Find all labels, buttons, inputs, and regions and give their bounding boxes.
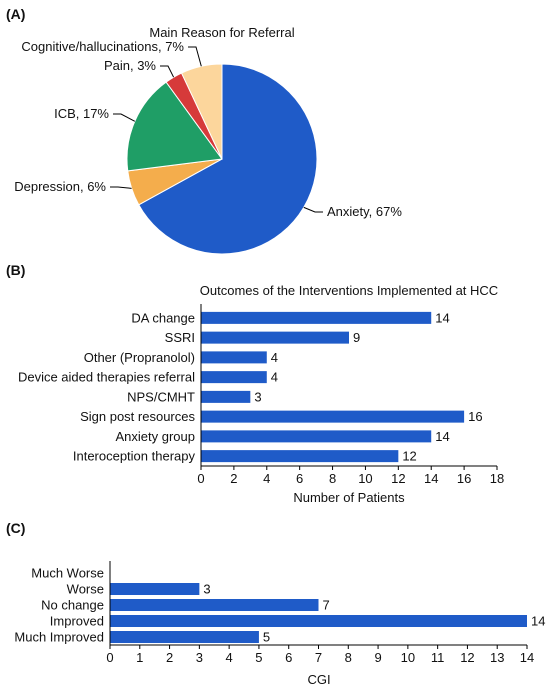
value-label: 9 (353, 330, 360, 345)
pie-slice-anxiety (138, 63, 318, 255)
bar-much-improved (110, 631, 259, 643)
bar-nps-cmht (201, 390, 251, 403)
category-label: No change (41, 598, 104, 613)
category-label: Much Improved (14, 630, 104, 645)
pie-leader-line (110, 186, 132, 189)
x-tick-label: 2 (230, 471, 237, 486)
x-tick-label: 8 (329, 471, 336, 486)
category-label: Improved (50, 614, 104, 629)
x-tick-label: 14 (520, 650, 534, 665)
value-label: 16 (468, 409, 482, 424)
x-tick-label: 1 (136, 650, 143, 665)
bar-other-propranolol (201, 351, 267, 364)
x-tick-label: 14 (424, 471, 438, 486)
value-label: 5 (263, 630, 270, 645)
pie-label-pain: Pain, 3% (104, 58, 156, 73)
category-label: Sign post resources (80, 409, 195, 424)
category-label: DA change (131, 310, 195, 325)
bar-improved (110, 615, 527, 627)
category-label: Other (Propranolol) (84, 350, 195, 365)
value-label: 4 (271, 350, 278, 365)
value-label: 12 (402, 449, 416, 464)
value-label: 4 (271, 370, 278, 385)
category-label: Device aided therapies referral (18, 370, 195, 385)
category-label: Anxiety group (116, 429, 196, 444)
x-tick-label: 4 (226, 650, 233, 665)
bar-worse (110, 583, 200, 595)
interventions-bar-chart: Outcomes of the Interventions Implemente… (18, 283, 504, 505)
x-tick-label: 18 (490, 471, 504, 486)
x-tick-label: 3 (196, 650, 203, 665)
value-label: 14 (435, 310, 449, 325)
x-tick-label: 16 (457, 471, 471, 486)
pie-leader-line (113, 113, 136, 122)
referral-pie-chart: Main Reason for Referral Anxiety, 67% Dep… (14, 25, 402, 255)
panel-c-label: (C) (6, 520, 26, 536)
pie-leader-line (188, 46, 202, 67)
bar-anxiety-group (201, 430, 432, 443)
pie-label-depression: Depression, 6% (14, 179, 106, 194)
pie-leader-line (303, 206, 323, 213)
x-tick-label: 10 (401, 650, 415, 665)
bar-sign-post-resources (201, 410, 465, 423)
x-tick-label: 13 (490, 650, 504, 665)
value-label: 3 (254, 389, 261, 404)
bar-chart-b-xlabel: Number of Patients (293, 490, 405, 505)
pie-chart-title: Main Reason for Referral (149, 25, 294, 40)
x-tick-label: 11 (431, 650, 445, 665)
panel-b-label: (B) (6, 262, 26, 278)
x-tick-label: 9 (374, 650, 381, 665)
x-tick-label: 0 (106, 650, 113, 665)
bar-ssri (201, 331, 349, 344)
pie-label-anxiety: Anxiety, 67% (327, 204, 402, 219)
x-tick-label: 10 (358, 471, 372, 486)
bar-no-change (110, 599, 319, 611)
x-tick-label: 6 (285, 650, 292, 665)
x-tick-label: 7 (315, 650, 322, 665)
pie-label-icb: ICB, 17% (54, 106, 109, 121)
x-tick-label: 2 (166, 650, 173, 665)
value-label: 3 (203, 582, 210, 597)
x-tick-label: 6 (296, 471, 303, 486)
bar-interoception-therapy (201, 450, 399, 463)
value-label: 14 (435, 429, 449, 444)
x-tick-label: 4 (263, 471, 270, 486)
x-tick-label: 8 (345, 650, 352, 665)
x-tick-label: 12 (460, 650, 474, 665)
category-label: SSRI (165, 330, 195, 345)
category-label: Worse (67, 582, 104, 597)
x-tick-label: 5 (255, 650, 262, 665)
bar-da-change (201, 311, 432, 324)
x-tick-label: 12 (391, 471, 405, 486)
category-label: NPS/CMHT (127, 389, 195, 404)
pie-leader-line (160, 65, 175, 78)
bar-device-aided-therapies-referral (201, 371, 267, 384)
value-label: 14 (531, 614, 545, 629)
pie-label-cognitive-hallucinations: Cognitive/hallucinations, 7% (21, 39, 184, 54)
pie-slice-icb (126, 81, 223, 172)
category-label: Much Worse (31, 566, 104, 581)
category-label: Interoception therapy (73, 449, 196, 464)
x-tick-label: 0 (197, 471, 204, 486)
bar-chart-c-xlabel: CGI (307, 672, 330, 687)
bar-chart-b-title: Outcomes of the Interventions Implemente… (200, 283, 498, 298)
value-label: 7 (323, 598, 330, 613)
panel-a-label: (A) (6, 6, 26, 22)
